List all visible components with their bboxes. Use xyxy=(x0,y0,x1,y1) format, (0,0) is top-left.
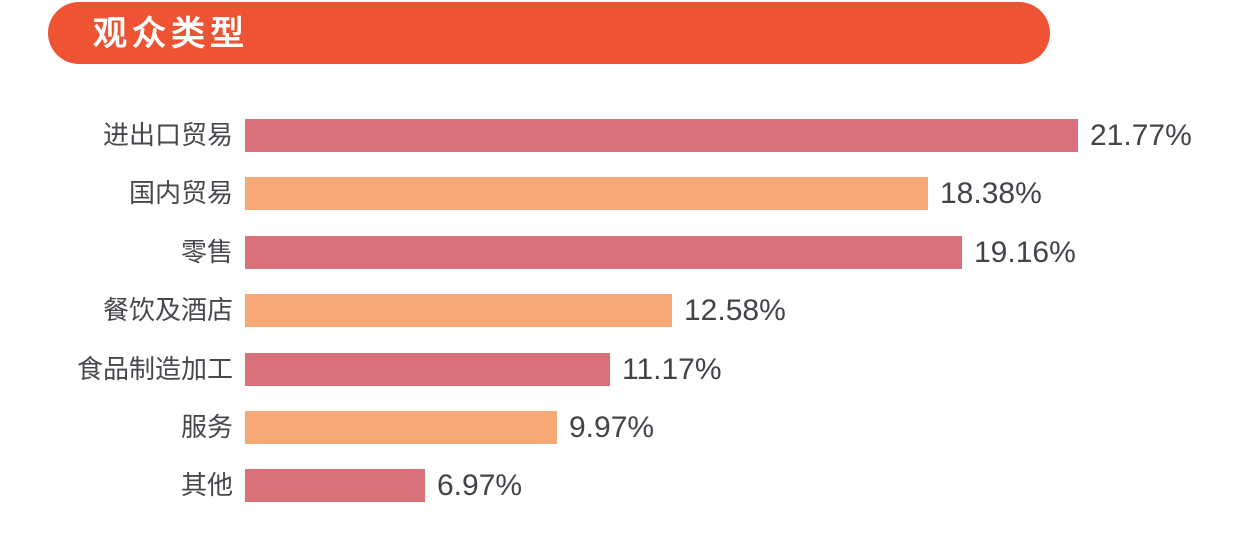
audience-type-bar-chart: 进出口贸易 21.77% 国内贸易 18.38% 零售 19.16% 餐饮及酒店 12.58%… xyxy=(45,119,1235,528)
value-label: 12.58% xyxy=(684,294,786,328)
section-header-badge: 观众类型 xyxy=(48,2,1050,64)
bar xyxy=(245,294,672,328)
bar xyxy=(245,119,1078,152)
value-label: 6.97% xyxy=(437,469,523,503)
bar xyxy=(245,410,557,444)
chart-row: 食品制造加工 11.17% xyxy=(45,352,1235,386)
chart-row: 进出口贸易 21.77% xyxy=(45,119,1235,152)
bar xyxy=(245,177,928,211)
value-label: 21.77% xyxy=(1090,119,1192,152)
chart-row: 零售 19.16% xyxy=(45,235,1235,269)
category-label: 餐饮及酒店 xyxy=(102,295,233,326)
category-label: 其他 xyxy=(180,470,233,501)
category-label: 食品制造加工 xyxy=(76,353,233,384)
bar xyxy=(245,235,962,269)
value-label: 9.97% xyxy=(569,410,655,444)
category-label: 进出口贸易 xyxy=(102,120,233,150)
value-label: 18.38% xyxy=(940,177,1042,211)
chart-row: 其他 6.97% xyxy=(45,469,1235,503)
section-title: 观众类型 xyxy=(93,15,249,53)
value-label: 11.17% xyxy=(622,352,722,386)
value-label: 19.16% xyxy=(974,235,1076,269)
chart-row: 服务 9.97% xyxy=(45,410,1235,444)
category-label: 零售 xyxy=(180,236,233,267)
category-label: 国内贸易 xyxy=(128,178,233,209)
bar xyxy=(245,469,425,503)
bar xyxy=(245,352,610,386)
category-label: 服务 xyxy=(180,411,233,442)
chart-row: 国内贸易 18.38% xyxy=(45,177,1235,211)
chart-row: 餐饮及酒店 12.58% xyxy=(45,294,1235,328)
